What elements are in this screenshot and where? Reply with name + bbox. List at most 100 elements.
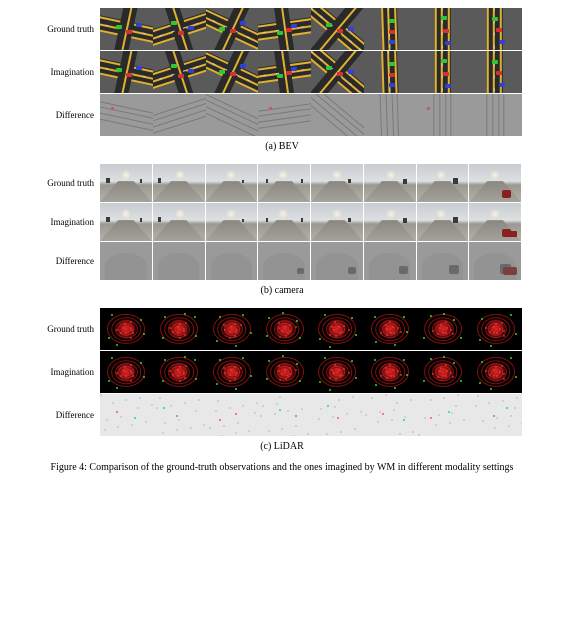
sun-icon (332, 209, 342, 219)
sun-icon (490, 209, 500, 219)
frame-strip (100, 94, 522, 136)
row-label: Difference (42, 256, 100, 266)
lidar-frame (258, 351, 311, 393)
bev-car-red (126, 73, 132, 77)
cam-frame (153, 203, 205, 241)
cam-frame (100, 203, 152, 241)
vehicle-icon (507, 231, 517, 237)
lidar-row-gt: Ground truth (42, 308, 522, 350)
cam-frame (206, 164, 258, 202)
bev-car-blue (240, 21, 246, 25)
bev-car-blue (499, 40, 505, 44)
bev-row-gt: Ground truth (42, 8, 522, 50)
bev-car-red (178, 31, 184, 35)
bev-car-blue (240, 64, 246, 68)
subcaption-lidar: (c) LiDAR (42, 441, 522, 452)
cam-frame (311, 242, 363, 280)
sun-icon (175, 170, 185, 180)
sun-icon (436, 170, 446, 180)
bev-car-blue (348, 27, 354, 31)
bev-car-green (492, 60, 498, 64)
bev-frame (153, 51, 206, 93)
sun-icon (332, 170, 342, 180)
cam-frame (469, 164, 521, 202)
bev-car-green (116, 68, 122, 72)
lidar-frame (100, 308, 153, 350)
cam-frame (417, 164, 469, 202)
bev-car-red (126, 30, 132, 34)
bev-car-green (219, 70, 225, 74)
bev-car-red (496, 71, 502, 75)
bev-frame (100, 51, 153, 93)
bev-car-red (337, 72, 343, 76)
cam-frame (469, 203, 521, 241)
bev-frame (311, 94, 364, 136)
sun-icon (386, 209, 396, 219)
lidar-frame (364, 394, 417, 436)
bev-car-blue (291, 67, 297, 71)
subcaption-camera: (b) camera (42, 285, 522, 296)
sun-icon (436, 209, 446, 219)
bev-car-green (219, 27, 225, 31)
bev-car-blue (445, 41, 451, 45)
bev-frame (258, 94, 311, 136)
lidar-frame (258, 394, 311, 436)
bev-frame (469, 51, 522, 93)
lidar-row-im: Imagination (42, 351, 522, 393)
row-label: Imagination (42, 367, 100, 377)
lidar-frame (469, 394, 522, 436)
bev-car-green (326, 23, 332, 27)
bev-car-red (443, 72, 449, 76)
cam-frame (417, 242, 469, 280)
row-label: Imagination (42, 67, 100, 77)
cam-frame (417, 203, 469, 241)
cam-row-diff: Difference (42, 242, 522, 280)
lidar-frame (153, 394, 206, 436)
bev-car-blue (291, 24, 297, 28)
bev-car-blue (389, 40, 395, 44)
bev-frame (417, 8, 470, 50)
lidar-frame (153, 308, 206, 350)
sun-icon (386, 170, 396, 180)
frame-strip (100, 203, 522, 241)
sun-icon (121, 209, 131, 219)
frame-strip (100, 394, 522, 436)
frame-strip (100, 164, 522, 202)
lidar-frame (206, 308, 259, 350)
bev-car-red (496, 28, 502, 32)
bev-car-red (443, 29, 449, 33)
panel-bev: Ground truthImaginationDifference (a) BE… (42, 8, 522, 152)
bev-frame (100, 94, 153, 136)
bev-car-green (441, 59, 447, 63)
bev-frame (469, 94, 522, 136)
sun-icon (175, 209, 185, 219)
frame-strip (100, 242, 522, 280)
lidar-frame (417, 394, 470, 436)
frame-strip (100, 8, 522, 50)
frame-strip (100, 351, 522, 393)
panel-camera: Ground truthImaginationDifference (b) ca… (42, 164, 522, 296)
bev-car-green (441, 16, 447, 20)
cam-frame (206, 203, 258, 241)
bev-car-green (389, 62, 395, 66)
lidar-frame (417, 308, 470, 350)
row-label: Ground truth (42, 24, 100, 34)
bev-car-green (277, 74, 283, 78)
bev-car-blue (389, 83, 395, 87)
cam-frame (206, 242, 258, 280)
lidar-frame (100, 394, 153, 436)
bev-frame (153, 94, 206, 136)
lidar-frame (469, 308, 522, 350)
frame-strip (100, 308, 522, 350)
bev-car-red (286, 71, 292, 75)
bev-frame (417, 51, 470, 93)
lidar-frame (206, 351, 259, 393)
bev-car-red (389, 73, 395, 77)
bev-frame (311, 8, 364, 50)
bev-frame (206, 94, 259, 136)
bev-car-green (326, 66, 332, 70)
cam-frame (311, 203, 363, 241)
bev-car-green (116, 25, 122, 29)
bev-frame (206, 51, 259, 93)
cam-frame (258, 203, 310, 241)
